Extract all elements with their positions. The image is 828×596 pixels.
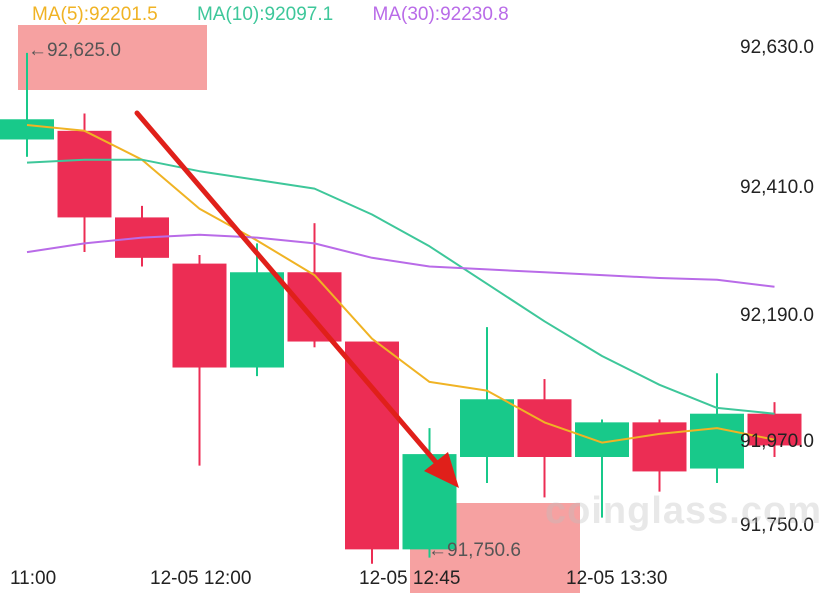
legend-ma5: MA(5):92201.5 (32, 4, 158, 25)
x-tick-label: 12-05 13:30 (566, 568, 668, 589)
high-price-annotation: ←92,625.0 (28, 40, 121, 61)
legend-ma10: MA(10):92097.1 (196, 4, 334, 25)
legend-ma30: MA(30):92230.8 (372, 4, 509, 25)
y-tick-label: 91,750.0 (740, 515, 814, 536)
y-tick-label: 92,190.0 (740, 305, 814, 326)
candle-body (0, 119, 54, 140)
candle-body (345, 341, 399, 550)
ma-line-ma30 (26, 233, 775, 288)
high-highlight-box (18, 25, 207, 90)
ma-legend: MA(5):92201.5 MA(10):92097.1 MA(30):9223… (32, 4, 543, 26)
candles-layer (0, 52, 802, 564)
candle-body (287, 272, 342, 342)
x-tick-label: 12-05 12:00 (150, 568, 252, 589)
moving-averages-layer (26, 124, 775, 444)
y-tick-label: 92,410.0 (740, 177, 814, 198)
ma-line-ma5 (26, 124, 775, 444)
candle-body (747, 413, 802, 446)
watermark: coinglass.com (545, 490, 822, 532)
trend-arrow-shaft (134, 110, 443, 470)
candle-body (632, 422, 687, 472)
trend-arrow-layer (134, 110, 459, 488)
candle-body (172, 263, 227, 368)
candle-body (460, 399, 514, 457)
candle-body (690, 413, 744, 469)
y-tick-label: 92,630.0 (740, 37, 814, 58)
trend-arrow-head (424, 452, 459, 488)
candle-body (230, 272, 284, 368)
x-tick-label: 12-05 12:45 (359, 568, 461, 589)
low-price-annotation: ←91,750.6 (428, 540, 521, 561)
x-tick-label: 11:00 (10, 568, 57, 589)
candle-body (57, 130, 112, 218)
ma-line-ma10 (26, 158, 775, 415)
y-tick-label: 91,970.0 (740, 431, 814, 452)
